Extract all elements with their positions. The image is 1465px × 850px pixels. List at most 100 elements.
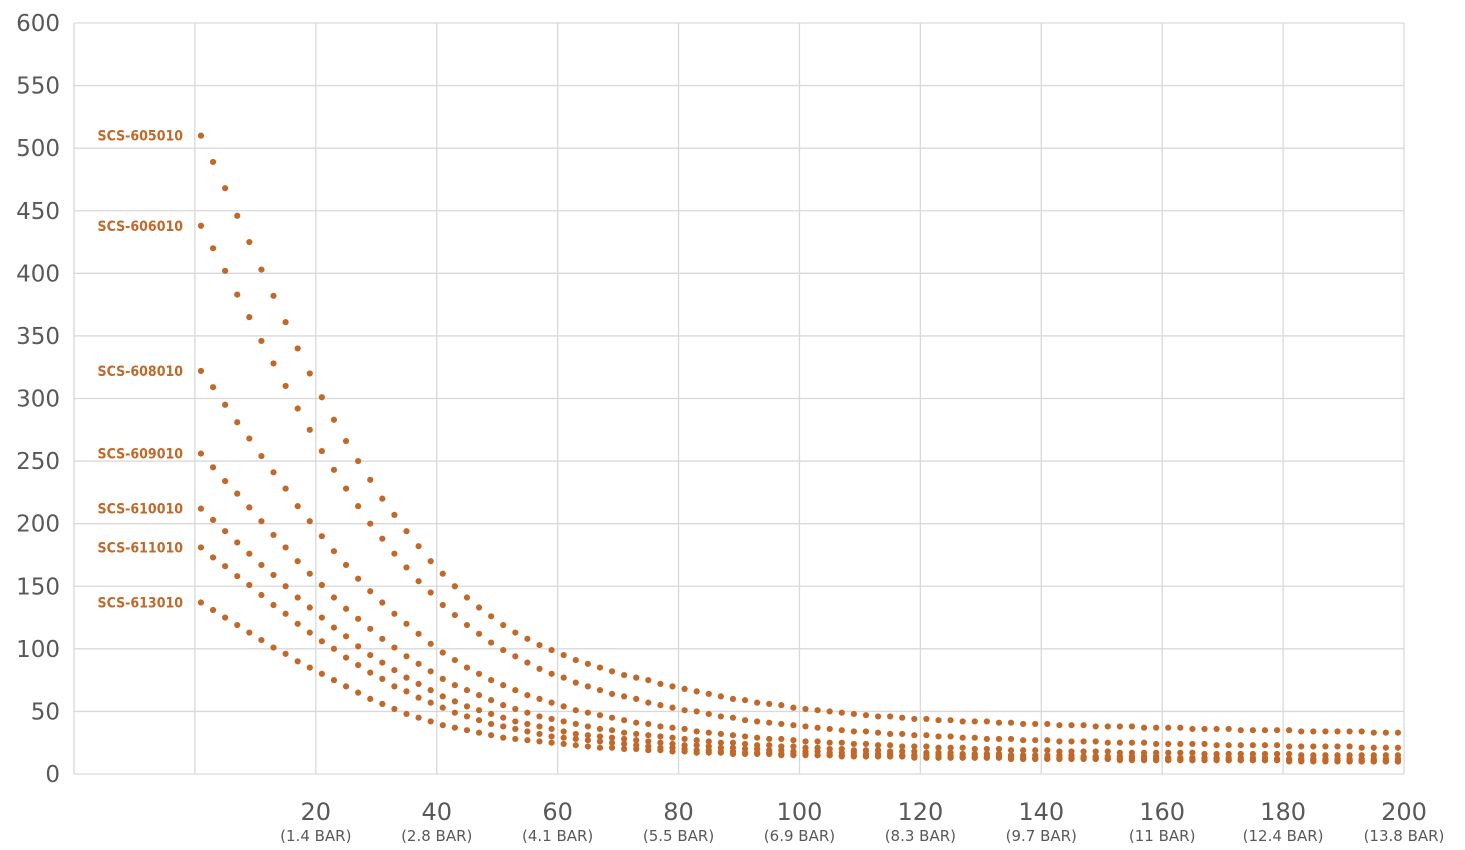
data-point [379, 495, 386, 502]
x-tick-label: 140 [1018, 798, 1064, 826]
data-point [657, 680, 664, 687]
data-point [451, 656, 458, 664]
data-point [475, 604, 483, 611]
data-point [367, 651, 374, 659]
series-layer [197, 132, 1402, 765]
data-point [1068, 738, 1075, 745]
data-point [1225, 757, 1232, 764]
data-point [874, 713, 882, 720]
data-point [524, 720, 531, 728]
data-point [814, 707, 821, 714]
data-point [1092, 748, 1099, 755]
data-point [391, 644, 398, 651]
data-point [439, 570, 446, 577]
data-point [1310, 757, 1317, 764]
data-point [355, 457, 362, 465]
data-point [1032, 755, 1039, 763]
data-point [633, 730, 640, 738]
data-point [1104, 755, 1111, 763]
data-point [282, 544, 289, 551]
data-point [971, 745, 978, 753]
data-point [911, 754, 918, 761]
data-point [995, 719, 1003, 726]
data-point [318, 638, 325, 645]
data-point [500, 682, 507, 689]
series-label: SCS-605010 [98, 129, 184, 145]
data-point [548, 646, 555, 654]
data-point [911, 732, 918, 739]
data-point [391, 610, 398, 617]
data-point [608, 744, 616, 751]
data-point [536, 713, 543, 720]
data-point [1286, 727, 1293, 734]
data-point [439, 722, 446, 729]
data-point [790, 752, 797, 759]
data-point [427, 687, 434, 694]
data-point [222, 478, 229, 485]
data-point [645, 747, 652, 754]
data-point [475, 717, 483, 724]
data-point [790, 743, 797, 750]
data-point [608, 727, 616, 734]
data-point [874, 729, 882, 736]
data-point [1080, 748, 1087, 755]
data-point [887, 742, 894, 749]
data-point [391, 550, 398, 557]
data-point [608, 690, 616, 697]
data-point [330, 416, 338, 423]
data-point [258, 337, 265, 345]
data-point [1261, 757, 1269, 764]
y-tick-label: 500 [16, 136, 60, 162]
data-point [1249, 727, 1256, 734]
data-point [850, 728, 857, 735]
data-point [633, 674, 640, 681]
data-point [548, 733, 555, 740]
data-point [778, 702, 785, 709]
data-point [367, 625, 374, 632]
data-point [657, 739, 664, 746]
data-point [608, 714, 616, 721]
data-point [862, 728, 870, 735]
data-point [983, 754, 990, 761]
data-point [355, 575, 362, 582]
x-axis: 20(1.4 BAR) 40(2.8 BAR) 60(4.1 BAR) 80(5.5 … [280, 798, 1444, 845]
data-point [1394, 758, 1402, 765]
data-point [717, 713, 724, 720]
data-point [1346, 743, 1353, 750]
data-point [306, 570, 313, 577]
data-point [439, 675, 446, 682]
data-point [1165, 749, 1172, 756]
data-point [1346, 728, 1353, 735]
data-point [488, 710, 495, 718]
data-point [681, 707, 688, 714]
data-point [596, 725, 604, 733]
data-point [596, 744, 604, 751]
data-point [282, 485, 289, 492]
data-point [197, 132, 205, 139]
data-point [1286, 750, 1293, 758]
x-tick-sublabel: (4.1 BAR) [522, 827, 593, 845]
data-point [572, 720, 579, 728]
y-tick-label: 350 [16, 324, 60, 350]
data-point [705, 738, 712, 745]
data-point [403, 688, 410, 695]
data-point [415, 680, 422, 687]
data-point [802, 738, 809, 745]
data-point [403, 653, 410, 660]
data-point [705, 690, 712, 697]
data-point [1128, 755, 1136, 763]
data-point [318, 614, 325, 621]
y-tick-label: 0 [45, 762, 60, 788]
data-point [741, 750, 749, 758]
data-point [222, 614, 229, 621]
data-point [1382, 758, 1389, 765]
data-point [862, 740, 870, 748]
data-point [475, 729, 483, 736]
data-point [874, 753, 882, 760]
data-point [645, 732, 652, 739]
data-point [209, 158, 217, 166]
data-point [536, 723, 543, 730]
data-point [1116, 755, 1123, 763]
data-point [475, 670, 483, 677]
data-point [887, 730, 894, 738]
